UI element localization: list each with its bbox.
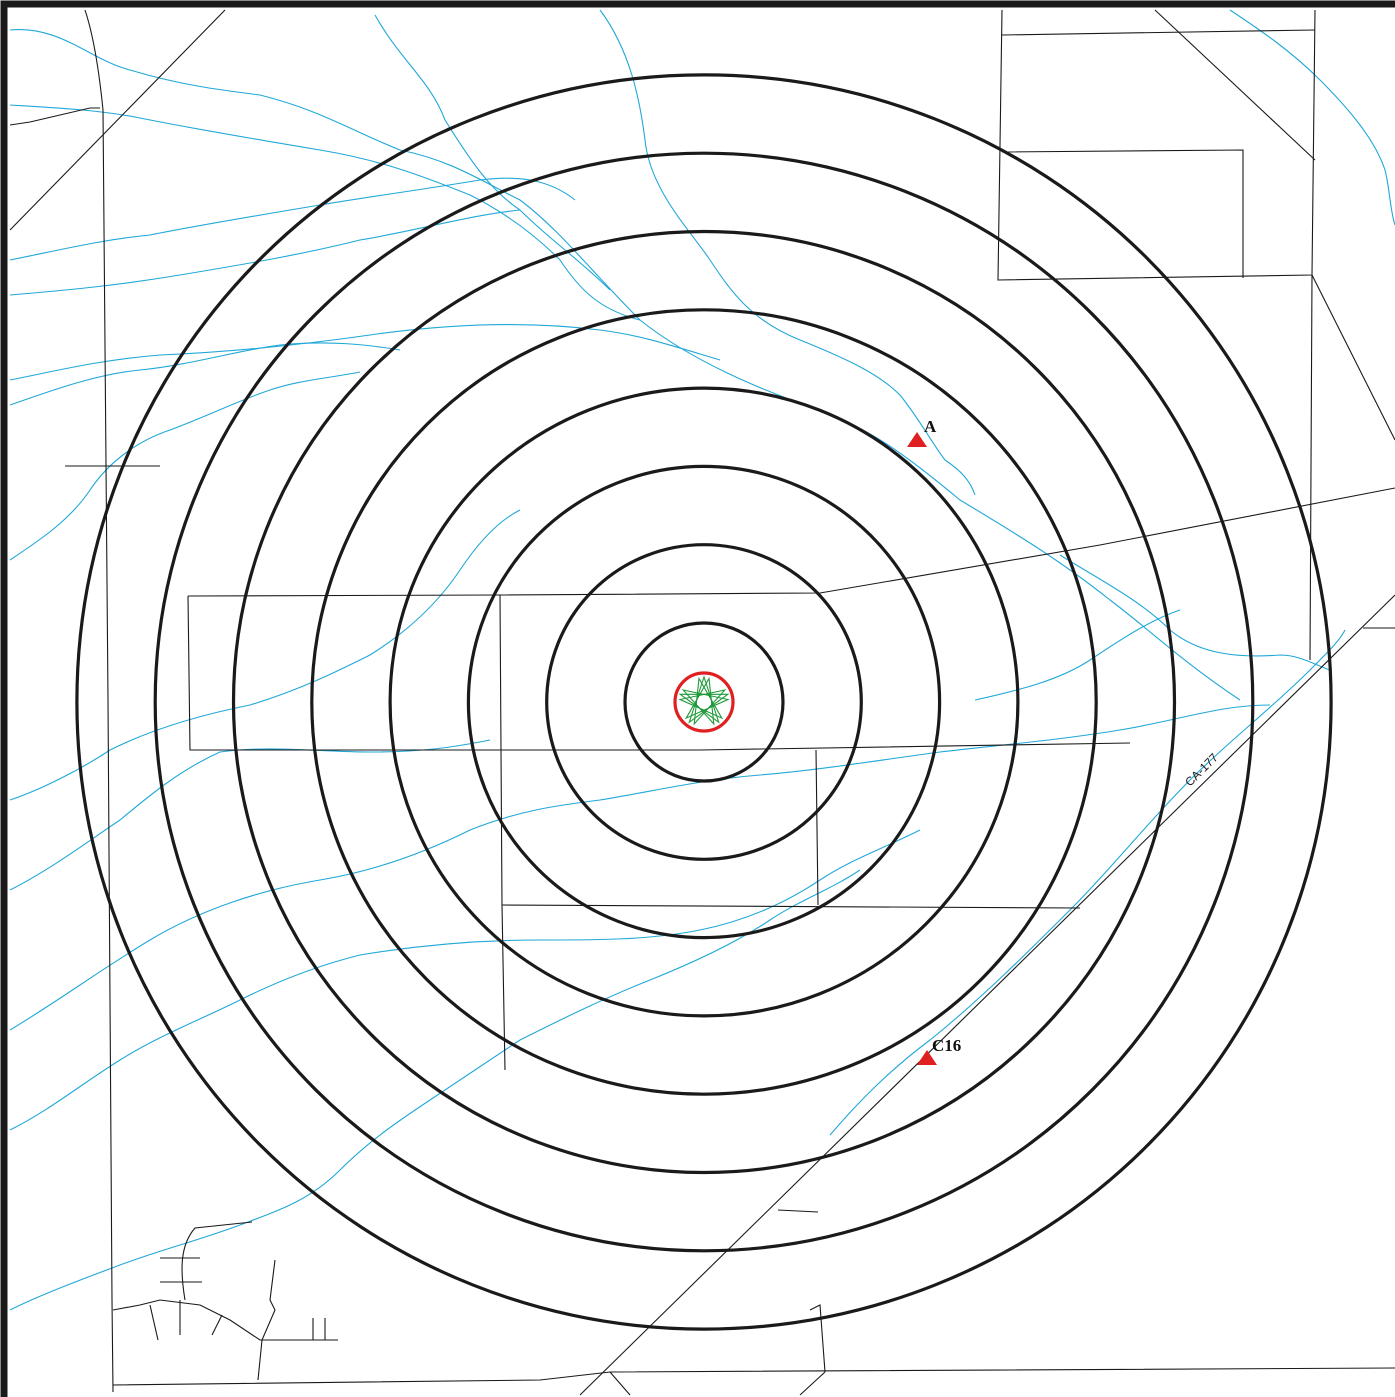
stream: [374, 14, 611, 291]
range-ring: [545, 543, 863, 861]
road: [815, 749, 819, 906]
stream: [1229, 9, 1395, 226]
road: [777, 1209, 819, 1213]
road: [9, 107, 100, 126]
stream: [9, 342, 401, 406]
road: [1001, 29, 1316, 36]
road: [799, 1371, 826, 1396]
road: [187, 595, 1131, 751]
range-ring: [231, 229, 1177, 1175]
marker-a-label: A: [924, 417, 937, 436]
road: [149, 1304, 159, 1341]
concentric-rings: [75, 73, 1333, 1331]
stream: [9, 371, 361, 561]
stream: [974, 609, 1181, 701]
stream: [9, 869, 861, 1311]
road: [211, 1314, 223, 1336]
stream: [599, 9, 976, 496]
road: [181, 1221, 253, 1301]
star-stroke: [681, 676, 730, 726]
road: [257, 1259, 276, 1381]
stream: [9, 509, 521, 801]
roads: [9, 9, 1395, 1396]
road: [187, 487, 1395, 597]
road: [997, 9, 1316, 281]
stream: [829, 629, 1346, 1136]
road: [112, 1299, 338, 1341]
stream: [9, 739, 491, 891]
triangle-marker-icon: [907, 432, 927, 447]
range-ring: [388, 386, 1020, 1018]
road: [1309, 274, 1313, 661]
range-ring: [310, 308, 1098, 1096]
road: [499, 594, 506, 1071]
range-ring: [153, 151, 1255, 1253]
road: [1311, 274, 1395, 441]
stream: [9, 177, 576, 261]
stream: [9, 28, 1241, 701]
road: [809, 1304, 826, 1373]
stream: [9, 829, 921, 1131]
site-circle: [673, 671, 735, 733]
stream: [9, 324, 721, 381]
triangle-marker-icon: [917, 1050, 937, 1065]
range-ring: [623, 621, 785, 783]
road: [501, 904, 1081, 909]
range-ring: [466, 464, 942, 940]
road: [9, 9, 226, 231]
road: [1001, 149, 1244, 278]
road: [579, 594, 1395, 1396]
stream: [9, 209, 521, 296]
stream: [9, 104, 641, 321]
road: [84, 9, 114, 1393]
streams: [9, 9, 1395, 1311]
site-symbol[interactable]: [673, 671, 735, 733]
road: [1154, 9, 1316, 161]
marker-a[interactable]: A: [907, 417, 937, 447]
stream: [1059, 554, 1331, 671]
road: [112, 1367, 1395, 1386]
highway-label: CA-177: [1182, 750, 1221, 789]
marker-c16-label: C16: [932, 1036, 961, 1055]
marker-c16[interactable]: C16: [917, 1036, 961, 1065]
site-star-icon: [678, 675, 730, 726]
road: [609, 1371, 631, 1396]
range-ring: [75, 73, 1333, 1331]
star-stroke: [678, 676, 727, 726]
